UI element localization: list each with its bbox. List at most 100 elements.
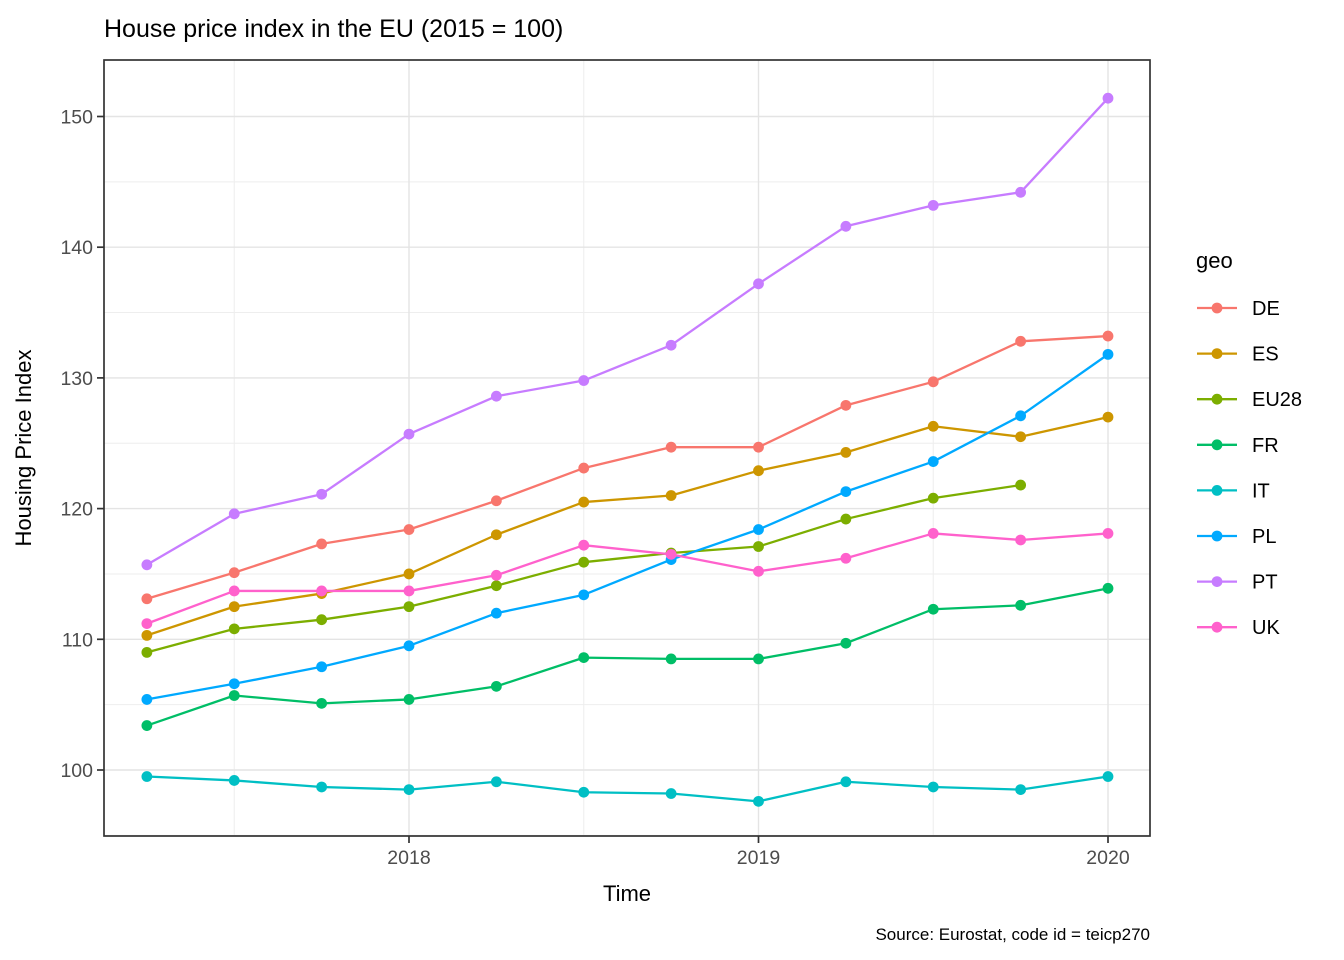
data-point-IT — [1102, 771, 1114, 782]
legend-key-point-DE — [1211, 302, 1223, 314]
series-line-IT — [146, 775, 1109, 803]
data-point-IT — [840, 776, 852, 788]
legend-label-ES: ES — [1252, 344, 1279, 366]
legend-key-point-PL — [1211, 530, 1223, 542]
data-point-FR — [578, 652, 590, 663]
series-line-PL — [146, 353, 1109, 701]
data-point-UK — [403, 585, 415, 597]
data-point-ES — [403, 568, 415, 580]
data-point-FR — [1102, 582, 1114, 594]
chart-title: House price index in the EU (2015 = 100) — [104, 15, 563, 43]
data-point-ES — [228, 601, 240, 613]
y-tick-label: 150 — [60, 107, 93, 129]
data-point-DE — [490, 495, 502, 507]
legend-label-IT: IT — [1252, 480, 1270, 502]
legend-key-point-IT — [1211, 485, 1223, 496]
series-line-PT — [146, 97, 1109, 566]
y-tick-label: 140 — [60, 237, 93, 259]
legend-key-point-PT — [1211, 576, 1223, 587]
data-point-ES — [578, 496, 590, 508]
series-line-FR — [146, 587, 1109, 727]
data-point-ES — [665, 490, 677, 501]
data-point-ES — [490, 529, 502, 541]
legend-key-point-EU28 — [1211, 393, 1223, 405]
data-point-UK — [753, 565, 764, 577]
data-point-IT — [578, 786, 590, 798]
legend-title: geo — [1196, 248, 1233, 273]
data-point-PT — [927, 199, 939, 211]
data-point-UK — [840, 552, 852, 564]
data-point-ES — [1102, 411, 1114, 423]
data-point-PT — [316, 488, 328, 500]
series-line-UK — [146, 532, 1109, 625]
data-point-EU28 — [927, 492, 939, 504]
data-point-PT — [228, 508, 240, 520]
data-point-DE — [141, 593, 153, 605]
data-point-UK — [1102, 528, 1114, 539]
plot-panel — [104, 60, 1150, 836]
data-point-EU28 — [753, 541, 764, 552]
data-point-DE — [578, 462, 590, 474]
data-point-IT — [316, 781, 328, 793]
legend-key-point-UK — [1211, 621, 1223, 633]
data-point-EU28 — [228, 623, 240, 635]
data-point-IT — [228, 775, 240, 786]
legend-key-point-ES — [1211, 348, 1223, 359]
data-point-UK — [228, 585, 240, 597]
data-point-IT — [753, 795, 764, 807]
legend-label-UK: UK — [1252, 617, 1280, 639]
x-tick-label: 2020 — [1086, 847, 1130, 869]
data-point-IT — [490, 776, 502, 788]
data-point-ES — [840, 446, 852, 458]
data-point-PT — [840, 220, 852, 232]
data-point-ES — [753, 465, 764, 477]
x-tick-label: 2018 — [387, 847, 430, 869]
data-point-UK — [665, 548, 677, 560]
data-point-FR — [141, 720, 153, 731]
data-point-PL — [141, 694, 153, 705]
y-tick-label: 120 — [60, 499, 93, 521]
y-tick-label: 130 — [60, 368, 93, 390]
data-point-IT — [665, 788, 677, 799]
data-point-PT — [141, 559, 153, 571]
data-point-DE — [840, 399, 852, 411]
data-point-FR — [753, 653, 764, 665]
legend-label-EU28: EU28 — [1252, 389, 1302, 411]
legend-label-FR: FR — [1252, 435, 1279, 457]
data-point-UK — [1015, 534, 1027, 546]
panel-border — [103, 59, 1151, 837]
data-point-EU28 — [316, 614, 328, 626]
data-point-PL — [490, 607, 502, 619]
data-point-UK — [316, 585, 328, 597]
data-point-DE — [403, 524, 415, 535]
data-point-PL — [840, 486, 852, 498]
data-point-PT — [490, 390, 502, 402]
data-point-PT — [403, 428, 415, 440]
data-point-PT — [1015, 186, 1027, 198]
y-tick-label: 100 — [60, 760, 93, 782]
data-point-PL — [1102, 348, 1114, 360]
data-point-FR — [927, 603, 939, 615]
series-line-DE — [146, 334, 1109, 600]
data-point-PL — [578, 589, 590, 601]
data-point-PT — [753, 278, 764, 290]
x-tick-label: 2019 — [737, 847, 780, 869]
data-point-PL — [316, 661, 328, 673]
legend-label-DE: DE — [1252, 298, 1280, 320]
data-point-ES — [1015, 431, 1027, 443]
legend-label-PT: PT — [1252, 572, 1278, 594]
data-point-FR — [665, 653, 677, 665]
legend-key-point-FR — [1211, 439, 1223, 451]
data-point-PT — [665, 339, 677, 351]
data-point-ES — [927, 420, 939, 432]
data-point-PT — [578, 375, 590, 386]
data-point-PL — [403, 640, 415, 652]
data-point-PL — [228, 678, 240, 690]
data-point-FR — [403, 694, 415, 705]
data-point-EU28 — [403, 601, 415, 613]
data-point-PL — [1015, 410, 1027, 422]
data-point-ES — [141, 629, 153, 641]
data-point-EU28 — [1015, 479, 1027, 491]
